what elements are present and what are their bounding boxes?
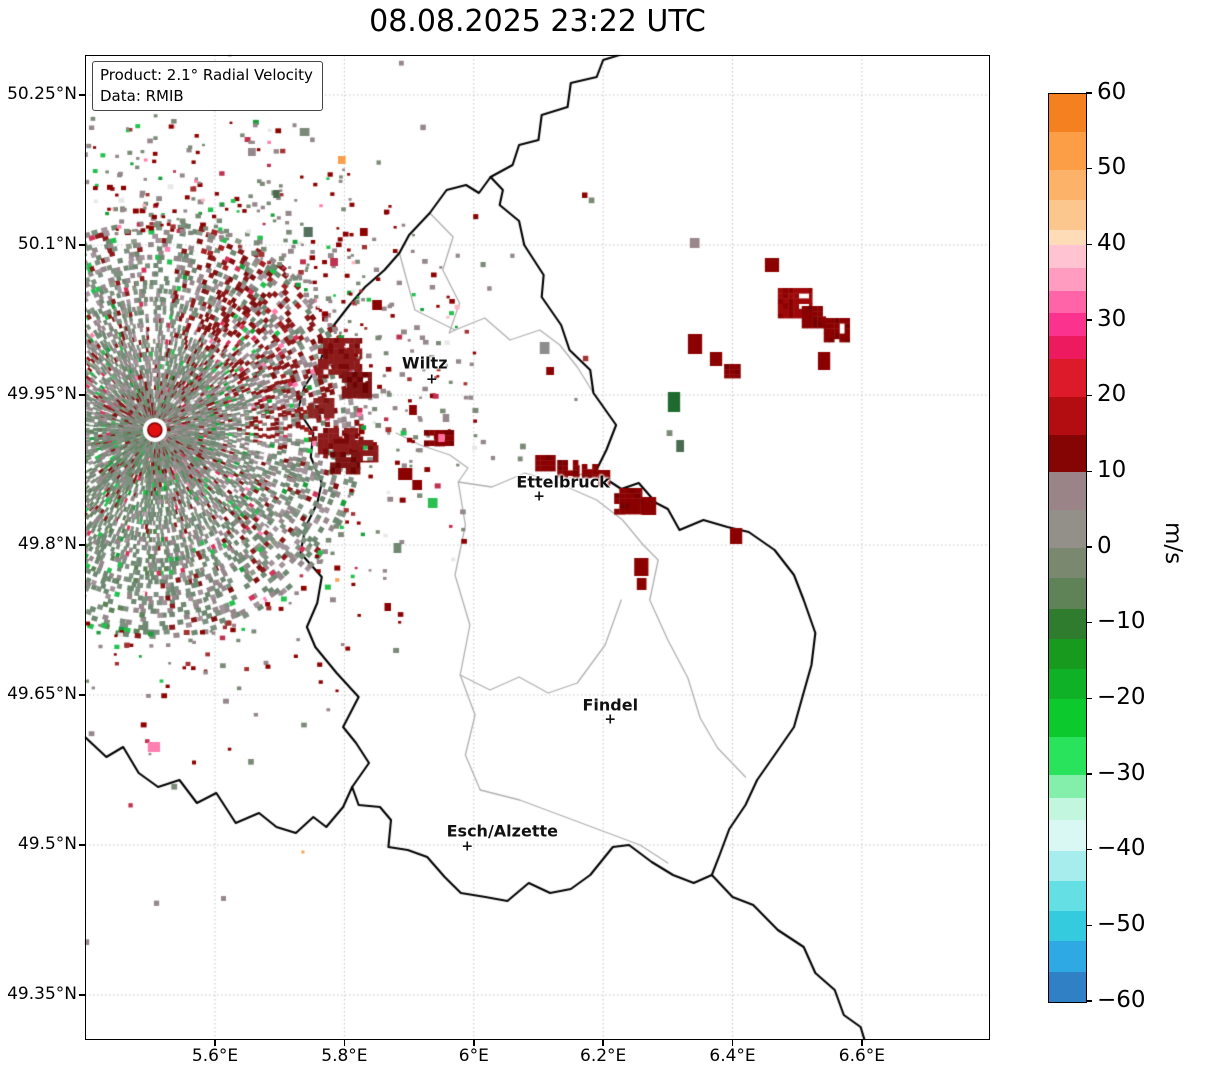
city-label-findel: Findel [582, 695, 639, 715]
colorbar-segment [1049, 336, 1086, 360]
x-axis-tick-label: 5.6°E [191, 1046, 239, 1066]
colorbar-segment [1049, 131, 1086, 171]
colorbar-tickmark [1086, 394, 1092, 397]
y-axis-tick-label: 49.8°N [17, 534, 77, 554]
colorbar-segment [1049, 699, 1086, 738]
x-axis-tickmark [731, 1040, 734, 1046]
city-marker-wiltz: + [425, 371, 438, 388]
figure-title: 08.08.2025 23:22 UTC [369, 4, 706, 39]
colorbar-segment [1049, 971, 1086, 1002]
colorbar-segment [1049, 638, 1086, 670]
colorbar-tickmark [1086, 92, 1092, 94]
colorbar-tick-label: −60 [1097, 986, 1146, 1013]
colorbar-segment [1049, 313, 1086, 337]
colorbar-segment [1049, 94, 1086, 133]
y-axis-tick-label: 49.95°N [7, 384, 77, 404]
colorbar-segment [1049, 850, 1086, 882]
colorbar-segment [1049, 911, 1086, 943]
x-axis-tickmark [214, 1040, 216, 1046]
colorbar-segment [1049, 472, 1086, 511]
y-axis-tickmark [79, 244, 85, 246]
colorbar-tick-label: −20 [1097, 683, 1146, 710]
colorbar-tickmark [1086, 319, 1092, 321]
colorbar-tick-label: −50 [1097, 910, 1146, 937]
city-label-esch-alzette: Esch/Alzette [446, 821, 558, 841]
colorbar-segment [1049, 608, 1086, 640]
y-axis-tick-label: 49.35°N [7, 984, 77, 1004]
colorbar-tick-label: 0 [1097, 532, 1112, 559]
colorbar-tick-label: 30 [1097, 305, 1127, 332]
colorbar-tick-label: 20 [1097, 381, 1127, 408]
x-axis-tick-label: 6.4°E [709, 1046, 756, 1066]
y-axis-tickmark [79, 994, 85, 996]
x-axis-tickmark [473, 1040, 475, 1046]
colorbar-tick-label: 60 [1097, 78, 1127, 105]
city-marker-esch-alzette: + [461, 838, 474, 855]
colorbar-tick-label: −30 [1097, 759, 1146, 786]
colorbar-tickmark [1086, 773, 1092, 775]
colorbar-segment [1049, 941, 1086, 973]
city-label-wiltz: Wiltz [401, 353, 448, 373]
colorbar-segment [1049, 669, 1086, 700]
x-axis-tickmark [861, 1040, 863, 1046]
colorbar-segment [1049, 737, 1086, 776]
colorbar-segment [1049, 510, 1086, 549]
y-axis-tickmark [79, 94, 85, 96]
city-marker-findel: + [604, 711, 617, 728]
colorbar-segment [1049, 578, 1086, 610]
x-axis-tick-label: 5.8°E [321, 1046, 368, 1066]
colorbar-tickmark [1086, 1000, 1092, 1002]
city-marker-ettelbruck: + [533, 488, 545, 505]
colorbar-unit-label: m/s [1160, 522, 1186, 565]
colorbar [1048, 93, 1087, 1003]
colorbar-segment [1049, 358, 1086, 398]
colorbar-tick-label: −40 [1097, 835, 1146, 862]
colorbar-segment [1049, 820, 1086, 852]
colorbar-tickmark [1086, 546, 1092, 548]
y-axis-tick-label: 49.65°N [7, 684, 77, 704]
colorbar-segment [1049, 290, 1086, 315]
colorbar-segment [1049, 434, 1086, 473]
colorbar-tick-label: 40 [1097, 229, 1127, 256]
colorbar-segment [1049, 775, 1086, 799]
x-axis-tick-label: 6°E [458, 1046, 489, 1066]
colorbar-tickmark [1086, 243, 1092, 246]
colorbar-tickmark [1086, 848, 1092, 851]
colorbar-segment [1049, 396, 1086, 436]
x-axis-tickmark [343, 1040, 346, 1046]
colorbar-tickmark [1086, 924, 1092, 927]
colorbar-tick-label: 10 [1097, 456, 1127, 483]
city-label-ettelbruck: Ettelbruck [516, 472, 610, 492]
colorbar-segment [1049, 880, 1086, 912]
colorbar-tickmark [1086, 470, 1092, 473]
colorbar-segment [1049, 245, 1086, 269]
colorbar-tick-label: 50 [1097, 154, 1127, 181]
product-label: Product: 2.1° Radial Velocity [100, 66, 313, 84]
product-info-box: Product: 2.1° Radial Velocity Data: RMIB [92, 61, 323, 112]
colorbar-segment [1049, 199, 1086, 231]
data-source-label: Data: RMIB [100, 86, 184, 105]
colorbar-tickmark [1086, 697, 1092, 700]
y-axis-tickmark [79, 694, 85, 696]
colorbar-tickmark [1086, 167, 1092, 170]
colorbar-segment [1049, 230, 1086, 246]
x-axis-tick-label: 6.2°E [580, 1046, 627, 1066]
colorbar-segment [1049, 548, 1086, 579]
y-axis-tick-label: 50.25°N [7, 84, 77, 104]
colorbar-segment [1049, 797, 1086, 821]
colorbar-tickmark [1086, 621, 1092, 624]
x-axis-tickmark [602, 1040, 604, 1046]
y-axis-tickmark [79, 544, 85, 546]
colorbar-segment [1049, 268, 1086, 292]
colorbar-tick-label: −10 [1097, 608, 1146, 635]
y-axis-tick-label: 49.5°N [17, 834, 77, 854]
colorbar-segment [1049, 169, 1086, 201]
y-axis-tickmark [79, 844, 85, 846]
y-axis-tickmark [79, 394, 85, 396]
y-axis-tick-label: 50.1°N [17, 234, 77, 254]
x-axis-tick-label: 6.6°E [838, 1046, 886, 1066]
